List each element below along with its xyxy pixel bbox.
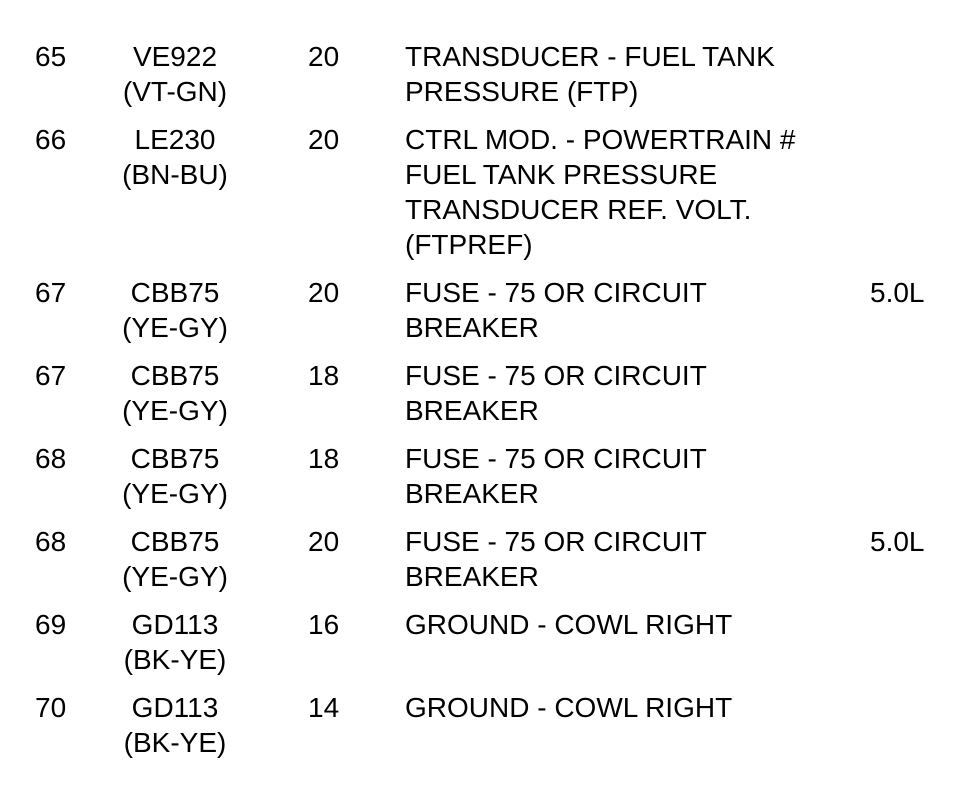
- description-line: BREAKER: [405, 561, 539, 592]
- circuit-cell: VE922 (VT-GN): [100, 39, 250, 109]
- description-line: FUSE - 75 OR CIRCUIT: [405, 360, 707, 391]
- circuit-id: CBB75: [130, 526, 220, 557]
- circuit-id: CBB75: [130, 277, 220, 308]
- description-line: FUEL TANK PRESSURE: [405, 159, 718, 190]
- wire-gauge: 18: [308, 360, 340, 391]
- circuit-cell: CBB75 (YE-GY): [100, 358, 250, 428]
- table-row: 70 GD113 (BK-YE) 14 GROUND - COWL RIGHT: [35, 690, 974, 760]
- wire-color: (BK-YE): [123, 727, 227, 758]
- option-note: 5.0L: [870, 526, 925, 557]
- description-line: BREAKER: [405, 312, 539, 343]
- pin-number: 68: [35, 526, 67, 557]
- description-cell: FUSE - 75 OR CIRCUIT BREAKER: [405, 441, 860, 511]
- wire-gauge: 14: [308, 692, 340, 723]
- description-cell: FUSE - 75 OR CIRCUIT BREAKER: [405, 358, 860, 428]
- pin-number: 65: [35, 41, 67, 72]
- wire-gauge: 20: [308, 277, 340, 308]
- wire-color: (YE-GY): [122, 478, 228, 509]
- description-cell: FUSE - 75 OR CIRCUIT BREAKER: [405, 524, 860, 594]
- description-line: TRANSDUCER - FUEL TANK: [405, 41, 775, 72]
- description-cell: GROUND - COWL RIGHT: [405, 690, 860, 760]
- description-line: PRESSURE (FTP): [405, 76, 639, 107]
- wire-gauge: 20: [308, 526, 340, 557]
- table-row: 67 CBB75 (YE-GY) 18 FUSE - 75 OR CIRCUIT BREA…: [35, 358, 974, 428]
- table-row: 67 CBB75 (YE-GY) 20 FUSE - 75 OR CIRCUIT BREA…: [35, 275, 974, 345]
- circuit-cell: LE230 (BN-BU): [100, 122, 250, 262]
- circuit-cell: CBB75 (YE-GY): [100, 441, 250, 511]
- wire-color: (BK-YE): [123, 644, 227, 675]
- pin-number: 67: [35, 277, 67, 308]
- description-line: FUSE - 75 OR CIRCUIT: [405, 443, 707, 474]
- description-line: BREAKER: [405, 395, 539, 426]
- circuit-id: VE922: [132, 41, 218, 72]
- description-cell: FUSE - 75 OR CIRCUIT BREAKER: [405, 275, 860, 345]
- table-row: 68 CBB75 (YE-GY) 20 FUSE - 75 OR CIRCUIT BREA…: [35, 524, 974, 594]
- circuit-id: CBB75: [130, 443, 220, 474]
- description-line: GROUND - COWL RIGHT: [405, 609, 733, 640]
- wire-gauge: 18: [308, 443, 340, 474]
- circuit-id: LE230: [134, 124, 216, 155]
- description-cell: GROUND - COWL RIGHT: [405, 607, 860, 677]
- description-line: FUSE - 75 OR CIRCUIT: [405, 526, 707, 557]
- table-row: 65 VE922 (VT-GN) 20 TRANSDUCER - FUEL TANK PR…: [35, 39, 974, 109]
- table-row: 68 CBB75 (YE-GY) 18 FUSE - 75 OR CIRCUIT BREA…: [35, 441, 974, 511]
- pin-number: 66: [35, 124, 67, 155]
- description-cell: CTRL MOD. - POWERTRAIN # FUEL TANK PRESSU…: [405, 122, 860, 262]
- description-line: FUSE - 75 OR CIRCUIT: [405, 277, 707, 308]
- wire-color: (YE-GY): [122, 561, 228, 592]
- description-line: GROUND - COWL RIGHT: [405, 692, 733, 723]
- description-line: (FTPREF): [405, 229, 533, 260]
- wire-color: (BN-BU): [122, 159, 228, 190]
- wire-color: (VT-GN): [122, 76, 228, 107]
- circuit-id: CBB75: [130, 360, 220, 391]
- connector-pinout-table: 65 VE922 (VT-GN) 20 TRANSDUCER - FUEL TANK PR…: [0, 39, 974, 773]
- wire-color: (YE-GY): [122, 395, 228, 426]
- option-note: 5.0L: [870, 277, 925, 308]
- pin-number: 68: [35, 443, 67, 474]
- description-line: BREAKER: [405, 478, 539, 509]
- wire-gauge: 16: [308, 609, 340, 640]
- pin-number: 69: [35, 609, 67, 640]
- circuit-cell: CBB75 (YE-GY): [100, 275, 250, 345]
- circuit-cell: GD113 (BK-YE): [100, 607, 250, 677]
- circuit-cell: GD113 (BK-YE): [100, 690, 250, 760]
- wire-color: (YE-GY): [122, 312, 228, 343]
- description-line: TRANSDUCER REF. VOLT.: [405, 194, 752, 225]
- table-row: 69 GD113 (BK-YE) 16 GROUND - COWL RIGHT: [35, 607, 974, 677]
- circuit-cell: CBB75 (YE-GY): [100, 524, 250, 594]
- pin-number: 70: [35, 692, 67, 723]
- wire-gauge: 20: [308, 124, 340, 155]
- pin-number: 67: [35, 360, 67, 391]
- circuit-id: GD113: [131, 609, 219, 640]
- circuit-id: GD113: [131, 692, 219, 723]
- description-cell: TRANSDUCER - FUEL TANK PRESSURE (FTP): [405, 39, 860, 109]
- description-line: CTRL MOD. - POWERTRAIN #: [405, 124, 796, 155]
- table-row: 66 LE230 (BN-BU) 20 CTRL MOD. - POWERTRAIN #…: [35, 122, 974, 262]
- wire-gauge: 20: [308, 41, 340, 72]
